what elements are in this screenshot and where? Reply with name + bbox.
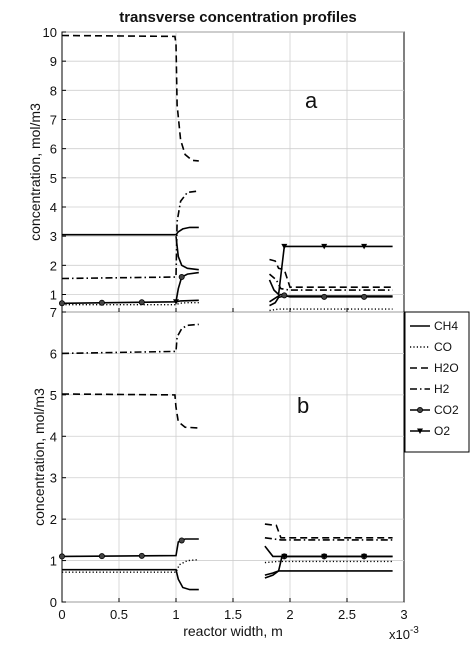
x-tick-label: 0 — [58, 607, 65, 622]
series-line-co — [62, 559, 199, 573]
y-tick-label: 4 — [50, 429, 57, 444]
legend-marker-o2 — [417, 428, 423, 434]
series-line-o2 — [268, 245, 393, 297]
series-line-o2 — [264, 555, 393, 579]
series-line-h2o — [264, 523, 393, 539]
legend-label-o2: O2 — [434, 424, 450, 438]
series-line-h2 — [264, 537, 393, 541]
x-tick-label: 0.5 — [110, 607, 128, 622]
y-tick-label: 3 — [50, 229, 57, 244]
series-line-h2o — [61, 393, 199, 429]
panel-b-grid — [62, 311, 404, 603]
x-tick-label: 2 — [286, 607, 293, 622]
series-line-ch4 — [62, 568, 199, 591]
series-marker-o2 — [321, 243, 328, 250]
series-marker-co2 — [138, 552, 145, 559]
y-tick-label: 4 — [50, 200, 57, 215]
panel-a-y-axis-label: concentration, mol/m3 — [27, 103, 43, 241]
panel-a-label: a — [305, 88, 318, 113]
series-marker-co2 — [138, 299, 145, 306]
series-marker-co2 — [98, 553, 105, 560]
y-tick-label: 6 — [50, 142, 57, 157]
legend-label-co2: CO2 — [434, 403, 459, 417]
series-line-h2 — [61, 323, 199, 355]
legend-box — [404, 311, 470, 453]
series-line-co — [62, 302, 199, 306]
legend-label-co: CO — [434, 340, 452, 354]
series-marker-o2 — [281, 243, 288, 250]
y-tick-label: 10 — [43, 25, 57, 40]
series-marker-co2 — [98, 299, 105, 306]
legend-label-h2o: H2O — [434, 361, 459, 375]
x-tick-label: 1 — [172, 607, 179, 622]
series-line-co2 — [61, 538, 199, 558]
y-tick-label: 6 — [50, 346, 57, 361]
series-line-h2 — [268, 273, 393, 291]
series-line-ch4 — [62, 226, 199, 236]
legend: CH4 CO H2O H2 CO2 O2 — [404, 311, 470, 453]
y-tick-label: 1 — [50, 554, 57, 569]
legend-label-ch4: CH4 — [434, 319, 458, 333]
y-tick-label: 9 — [50, 54, 57, 69]
series-line-h2o — [269, 258, 393, 288]
x-tick-label: 1.5 — [224, 607, 242, 622]
panel-a-series — [59, 34, 393, 312]
series-marker-co2 — [361, 293, 368, 300]
panel-a-grid — [62, 31, 404, 312]
panel-b-label: b — [297, 393, 309, 418]
y-tick-label: 2 — [50, 258, 57, 273]
y-tick-label: 2 — [50, 512, 57, 527]
panel-b-series — [59, 323, 393, 591]
series-line-o2 — [175, 299, 199, 303]
series-marker-co2 — [321, 293, 328, 300]
y-tick-label: 7 — [50, 305, 57, 320]
series-marker-co2 — [59, 553, 66, 560]
y-tick-label: 1 — [50, 288, 57, 303]
series-marker-o2 — [281, 553, 288, 560]
series-line-co — [269, 308, 393, 312]
x-tick-label: 2.5 — [338, 607, 356, 622]
x-multiplier-base: x10 — [389, 627, 410, 642]
series-line-h2o — [61, 34, 199, 162]
x-multiplier-exponent: -3 — [410, 625, 419, 636]
series-marker-co2 — [178, 273, 185, 280]
series-marker-o2 — [361, 553, 368, 560]
series-marker-co2 — [281, 292, 288, 299]
series-line-h2 — [61, 190, 199, 280]
series-line-co — [264, 560, 393, 564]
panel-b-y-axis-label: concentration, mol/m3 — [31, 388, 47, 526]
legend-label-h2: H2 — [434, 382, 450, 396]
series-marker-o2 — [361, 243, 368, 250]
series-marker-o2 — [321, 553, 328, 560]
y-tick-label: 5 — [50, 171, 57, 186]
x-tick-label: 3 — [400, 607, 407, 622]
y-tick-label: 0 — [50, 595, 57, 610]
series-marker-o2 — [173, 299, 179, 305]
series-line-ch4 — [175, 236, 199, 271]
series-line-ch4 — [264, 570, 393, 576]
chart-title: transverse concentration profiles — [119, 9, 357, 26]
series-marker-co2 — [59, 300, 66, 307]
y-tick-label: 5 — [50, 388, 57, 403]
x-axis-label: reactor width, m — [183, 623, 283, 639]
axis-ticks: 1 2 3 4 5 6 7 8 9 10 0 1 2 3 4 5 6 7 0 0.5 1 1.5 2 2.5 3 — [43, 25, 408, 622]
y-tick-label: 8 — [50, 83, 57, 98]
legend-marker-co2 — [416, 406, 423, 413]
series-line-co2 — [61, 271, 199, 305]
y-tick-label: 7 — [50, 113, 57, 128]
y-tick-label: 3 — [50, 471, 57, 486]
series-marker-co2 — [178, 537, 185, 544]
x-axis-multiplier: x10-3 — [389, 625, 419, 642]
